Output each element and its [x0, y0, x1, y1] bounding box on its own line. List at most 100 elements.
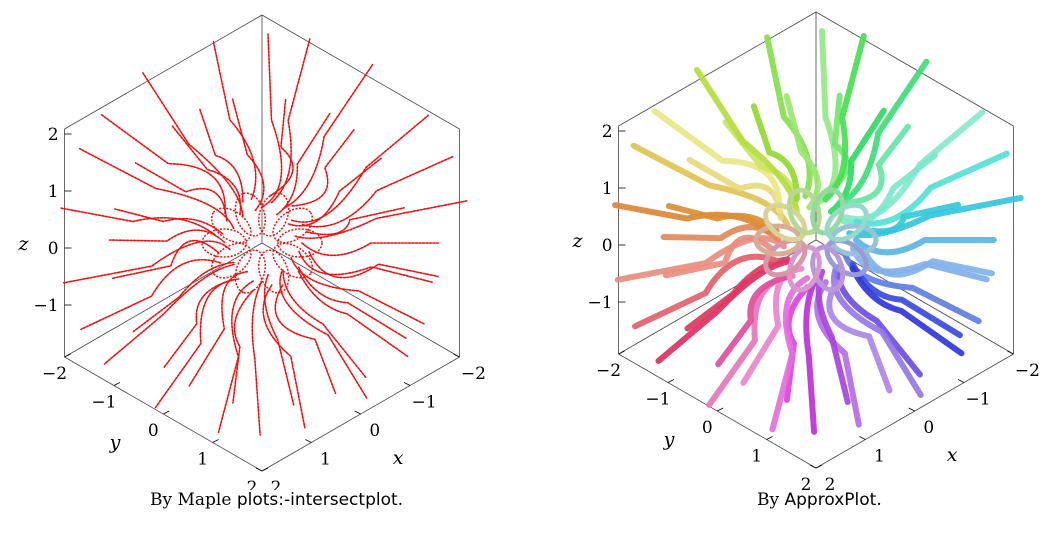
curve	[305, 207, 405, 236]
curve	[232, 289, 255, 404]
x-tick-label: 2	[271, 478, 282, 490]
curve	[132, 261, 235, 333]
curve	[660, 224, 782, 243]
central-loop	[272, 207, 314, 244]
y-tick-mark	[618, 350, 625, 355]
curve	[651, 108, 782, 214]
z-tick-label: 1	[48, 182, 59, 202]
y-tick-label: 0	[148, 421, 159, 441]
curve	[301, 242, 441, 256]
y-tick-label: 1	[197, 450, 208, 470]
central-loop	[234, 192, 266, 237]
curve	[783, 284, 811, 403]
x-axis-label: x	[947, 444, 958, 466]
curve	[827, 107, 887, 215]
curve	[282, 63, 374, 210]
x-tick-label: 1	[320, 450, 331, 470]
curve	[108, 229, 226, 244]
curve	[308, 251, 439, 279]
y-tick-label: 0	[702, 418, 713, 438]
curve	[282, 269, 367, 379]
curve	[815, 268, 851, 405]
y-tick-mark	[163, 410, 170, 415]
z-axis-label: z	[18, 233, 30, 255]
curve	[276, 112, 331, 216]
curve	[839, 152, 938, 226]
curve	[80, 258, 222, 331]
curve	[834, 264, 923, 378]
curve	[831, 266, 924, 398]
curve	[298, 250, 434, 284]
curve	[301, 155, 454, 228]
central-loop	[234, 249, 266, 294]
curve	[860, 245, 995, 278]
y-tick-label: −2	[596, 361, 621, 381]
x-tick-label: −2	[461, 364, 486, 384]
curve	[217, 280, 254, 434]
curve	[822, 33, 867, 203]
right-caption-code: ApproxPlot	[784, 490, 877, 510]
y-tick-label: 2	[247, 478, 258, 490]
y-axis-label: y	[109, 431, 121, 453]
left-plot: 2 1 0 −1 z −2 −1 0 1 2 y −2 −1 0 1 2 x	[18, 14, 486, 490]
central-loop	[810, 187, 846, 236]
curve	[270, 38, 311, 204]
x-tick-mark	[908, 407, 915, 412]
z-tick-label: 1	[602, 179, 613, 199]
x-tick-mark	[255, 467, 263, 472]
left-caption: By Maple plots:-intersectplot.	[150, 490, 404, 510]
curve	[662, 234, 776, 279]
x-tick-mark	[354, 410, 361, 415]
curve	[294, 200, 468, 239]
curve	[111, 239, 220, 280]
curve	[853, 237, 997, 256]
x-tick-mark	[859, 436, 866, 440]
curve	[262, 33, 283, 208]
y-tick-mark	[766, 436, 773, 440]
x-tick-label: 0	[369, 421, 380, 441]
y-tick-mark	[261, 467, 269, 472]
curve	[630, 142, 791, 229]
central-loop	[786, 244, 822, 293]
y-tick-mark	[64, 353, 71, 358]
central-loop	[258, 192, 290, 237]
z-tick-label: 2	[48, 125, 59, 145]
x-axis-label: x	[393, 447, 404, 469]
curve	[231, 98, 265, 212]
curve	[290, 114, 430, 223]
curve-group	[612, 28, 1024, 435]
curve	[769, 275, 811, 433]
y-tick-label: −2	[42, 364, 67, 384]
x-tick-label: −1	[966, 390, 991, 410]
curve	[803, 275, 819, 435]
x-tick-mark	[809, 464, 817, 469]
x-tick-mark	[305, 439, 312, 443]
x-tick-mark	[403, 382, 411, 386]
central-loop	[210, 207, 252, 244]
curve	[297, 266, 407, 339]
curve	[188, 270, 249, 387]
curve	[262, 284, 306, 429]
y-tick-label: −1	[645, 390, 670, 410]
central-loop	[786, 187, 822, 236]
curve	[274, 284, 337, 395]
curve	[99, 113, 226, 215]
curve	[78, 147, 235, 230]
curve	[268, 97, 294, 197]
curve	[842, 251, 982, 325]
curve	[251, 281, 263, 436]
central-loop	[277, 228, 323, 258]
y-tick-mark	[815, 464, 823, 469]
central-loop	[763, 202, 808, 243]
x-tick-label: 1	[874, 447, 885, 467]
x-tick-mark	[453, 353, 460, 358]
figure-canvas: 2 1 0 −1 z −2 −1 0 1 2 y −2 −1 0 1 2 x 2 1 0 −1 z −2 −1 0 1 2 y −2 −…	[18, 11, 1040, 490]
z-tick-label: 0	[48, 239, 59, 259]
z-tick-label: −1	[587, 293, 612, 313]
curve	[103, 263, 235, 365]
central-loop	[272, 242, 314, 279]
curve	[263, 273, 295, 406]
curve	[297, 270, 409, 358]
bounding-box-inner-edge	[64, 242, 263, 358]
curve	[142, 72, 244, 217]
